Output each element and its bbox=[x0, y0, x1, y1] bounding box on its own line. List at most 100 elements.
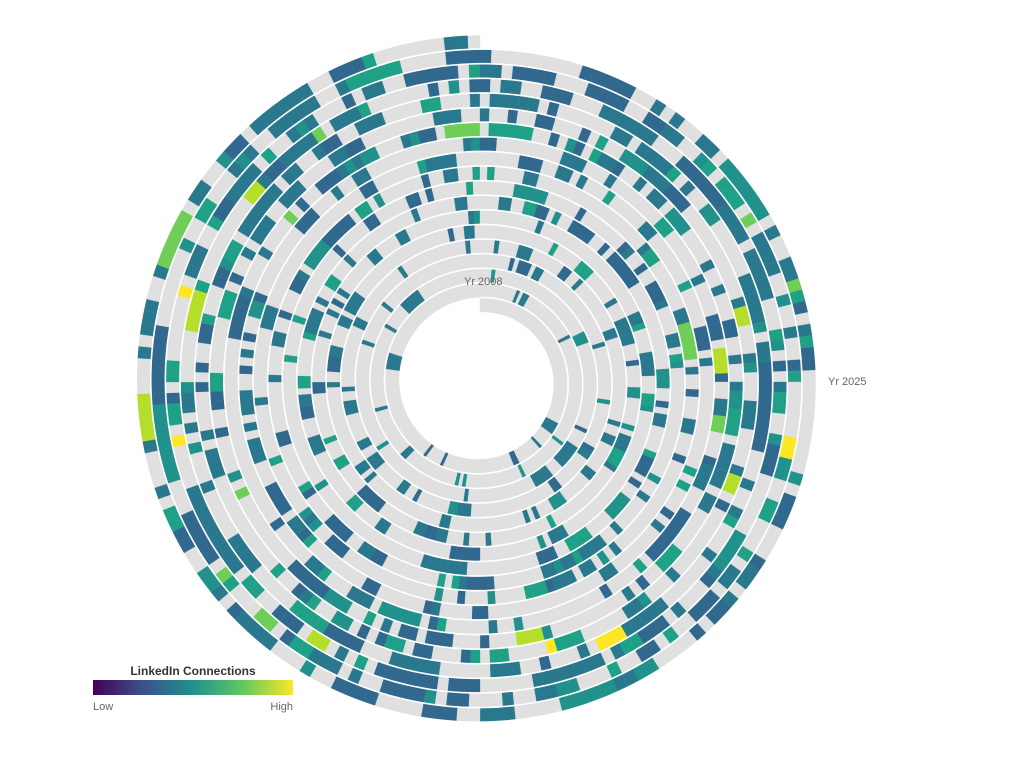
spiral-cell bbox=[771, 402, 787, 415]
spiral-cell bbox=[445, 50, 458, 66]
spiral-cell bbox=[800, 358, 816, 371]
spiral-cell bbox=[268, 388, 283, 397]
spiral-cell bbox=[487, 589, 496, 605]
spiral-cell bbox=[443, 124, 455, 140]
spiral-cell bbox=[224, 390, 240, 400]
spiral-cell bbox=[728, 363, 743, 374]
spiral-cell bbox=[712, 355, 728, 366]
spiral-cell bbox=[445, 691, 459, 707]
spiral-cell bbox=[801, 381, 817, 394]
spiral-cell bbox=[138, 416, 155, 430]
spiral-cell bbox=[224, 381, 239, 392]
spiral-cell bbox=[467, 210, 475, 226]
spiral-cell bbox=[699, 373, 714, 383]
spiral-cell bbox=[209, 362, 225, 374]
spiral-cell bbox=[473, 195, 481, 211]
spiral-cell bbox=[165, 381, 181, 394]
spiral-cell bbox=[465, 575, 474, 591]
spiral-cell bbox=[479, 78, 491, 94]
spiral-cell bbox=[488, 633, 499, 649]
spiral-cell bbox=[785, 403, 801, 416]
spiral-cell bbox=[195, 361, 210, 373]
spiral-cell bbox=[490, 677, 502, 693]
spiral-cell bbox=[151, 381, 166, 394]
spiral-cell bbox=[597, 377, 612, 383]
spiral-cell bbox=[136, 369, 151, 383]
spiral-cell bbox=[210, 399, 226, 411]
spiral-cell bbox=[450, 647, 462, 663]
spiral-cell bbox=[713, 364, 729, 374]
spiral-cell bbox=[474, 224, 481, 240]
spiral-cell bbox=[699, 381, 714, 391]
spiral-cell bbox=[459, 663, 471, 678]
spiral-cell bbox=[311, 375, 327, 383]
spiral-cell bbox=[511, 65, 525, 82]
spiral-cell bbox=[479, 692, 492, 708]
spiral-cell bbox=[444, 705, 458, 722]
spiral-cell bbox=[510, 80, 523, 96]
spiral-cell bbox=[326, 386, 342, 393]
spiral-cell bbox=[479, 605, 489, 620]
spiral-cell bbox=[195, 391, 211, 403]
spiral-cell bbox=[479, 546, 487, 562]
spiral-cell bbox=[728, 372, 744, 383]
spiral-cell bbox=[451, 108, 463, 124]
spiral-cell bbox=[728, 381, 744, 392]
spiral-cell bbox=[742, 391, 758, 402]
spiral-cell bbox=[253, 389, 269, 398]
spiral-cell bbox=[473, 210, 481, 225]
spiral-cell bbox=[798, 335, 815, 349]
spiral-cell bbox=[449, 94, 462, 110]
spiral-cell bbox=[254, 396, 270, 406]
spiral-cell bbox=[282, 374, 297, 383]
spiral-cell bbox=[743, 381, 758, 392]
spiral-cell bbox=[597, 381, 612, 387]
spiral-cell bbox=[582, 373, 597, 379]
spiral-cell bbox=[684, 389, 700, 398]
spiral-cell bbox=[225, 407, 242, 418]
spiral-cell bbox=[436, 675, 450, 692]
spiral-cell bbox=[194, 381, 210, 393]
spiral-cell bbox=[297, 387, 313, 395]
spiral-cell bbox=[479, 590, 488, 605]
spiral-cell bbox=[459, 93, 471, 109]
spiral-cell bbox=[479, 532, 486, 547]
spiral-cell bbox=[499, 93, 511, 109]
spiral-cell bbox=[757, 381, 773, 393]
spiral-cell bbox=[341, 386, 356, 392]
spiral-cell bbox=[468, 64, 481, 79]
spiral-cell bbox=[455, 152, 466, 168]
spiral-cell bbox=[447, 676, 460, 693]
spiral-cell bbox=[475, 488, 481, 503]
spiral-cell bbox=[210, 353, 226, 365]
spiral-cell bbox=[136, 393, 152, 407]
spiral-cell bbox=[772, 381, 787, 393]
spiral-cell bbox=[479, 502, 485, 518]
spiral-cell bbox=[460, 108, 472, 124]
spiral-cell bbox=[469, 663, 481, 679]
spiral-cell bbox=[611, 381, 627, 388]
spiral-cell bbox=[769, 339, 786, 352]
spiral-cell bbox=[470, 254, 477, 269]
spiral-cell bbox=[755, 341, 771, 354]
spiral-cell bbox=[479, 107, 490, 123]
spiral-cell bbox=[506, 631, 518, 648]
spiral-cell bbox=[493, 574, 502, 590]
spiral-cell bbox=[479, 195, 487, 210]
spiral-cell bbox=[474, 239, 481, 254]
spiral-cell bbox=[326, 381, 341, 388]
spiral-cell bbox=[488, 619, 498, 634]
spiral-cell bbox=[495, 137, 506, 153]
spiral-cell bbox=[268, 374, 283, 383]
spiral-cell bbox=[431, 36, 446, 53]
spiral-cell bbox=[194, 371, 210, 383]
spiral-cell bbox=[655, 375, 671, 383]
spiral-cell bbox=[596, 372, 612, 379]
spiral-cell bbox=[757, 361, 773, 373]
spiral-cell bbox=[468, 224, 476, 240]
spiral-cell bbox=[253, 381, 268, 391]
spiral-cell bbox=[499, 661, 512, 678]
spiral-cell bbox=[460, 196, 469, 212]
spiral-cell bbox=[297, 381, 312, 389]
spiral-cell bbox=[326, 376, 341, 383]
